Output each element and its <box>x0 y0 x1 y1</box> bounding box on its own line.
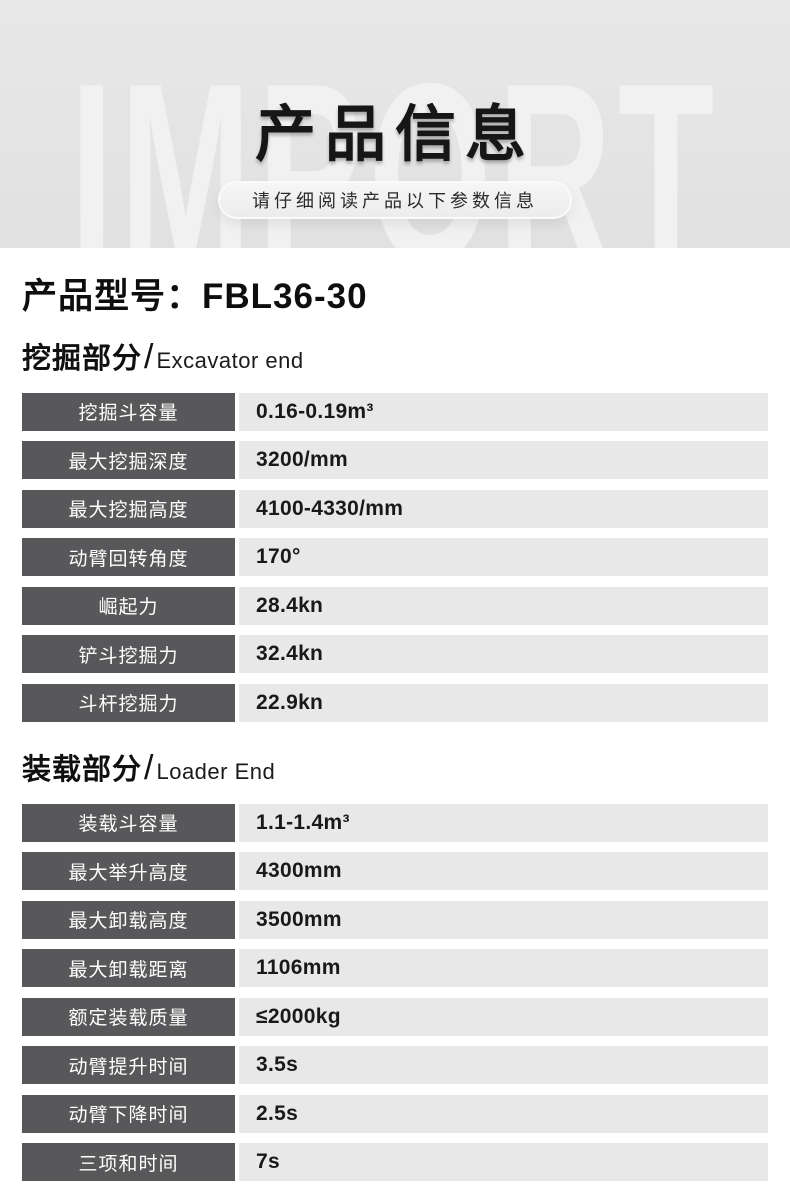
spec-value: ≤2000kg <box>239 997 768 1036</box>
section-title-en: Excavator end <box>156 347 304 373</box>
table-row: 动臂下降时间 2.5s <box>22 1094 768 1133</box>
section-loader-title: 装载部分 / Loader End <box>22 749 768 788</box>
hero-banner: IMPORT 产品信息 请仔细阅读产品以下参数信息 <box>0 0 790 248</box>
table-row: 三项和时间 7s <box>22 1143 768 1182</box>
page-title: 产品信息 <box>254 100 535 168</box>
spec-value: 3.5s <box>239 1046 768 1085</box>
spec-value: 32.4kn <box>239 635 768 674</box>
spec-label: 最大举升高度 <box>22 852 235 891</box>
table-row: 额定装载质量 ≤2000kg <box>22 997 768 1036</box>
spec-value: 4300mm <box>239 852 768 891</box>
spec-value: 170° <box>239 538 768 577</box>
spec-value: 0.16-0.19m³ <box>239 392 768 431</box>
spec-label: 挖掘斗容量 <box>22 392 235 431</box>
section-title-zh: 挖掘部分 <box>22 342 143 375</box>
section-title-en: Loader End <box>156 758 276 784</box>
spec-value: 22.9kn <box>239 683 768 722</box>
table-row: 最大举升高度 4300mm <box>22 852 768 891</box>
spec-label: 斗杆挖掘力 <box>22 683 235 722</box>
table-row: 动臂回转角度 170° <box>22 538 768 577</box>
section-excavator: 挖掘部分 / Excavator end 挖掘斗容量 0.16-0.19m³ 最… <box>22 338 768 722</box>
table-row: 最大卸载距离 1106mm <box>22 949 768 988</box>
spec-label: 三项和时间 <box>22 1143 235 1182</box>
spec-label: 最大卸载高度 <box>22 900 235 939</box>
spec-label: 铲斗挖掘力 <box>22 635 235 674</box>
table-row: 最大卸载高度 3500mm <box>22 900 768 939</box>
spec-value: 3500mm <box>239 900 768 939</box>
section-excavator-title: 挖掘部分 / Excavator end <box>22 338 768 377</box>
spec-label: 动臂提升时间 <box>22 1046 235 1085</box>
section-title-divider: / <box>144 337 154 376</box>
spec-label: 最大挖掘高度 <box>22 489 235 528</box>
table-row: 动臂提升时间 3.5s <box>22 1046 768 1085</box>
spec-value: 1106mm <box>239 949 768 988</box>
spec-table-loader: 装载斗容量 1.1-1.4m³ 最大举升高度 4300mm 最大卸载高度 350… <box>22 803 768 1182</box>
spec-value: 2.5s <box>239 1094 768 1133</box>
table-row: 最大挖掘深度 3200/mm <box>22 441 768 480</box>
spec-label: 动臂下降时间 <box>22 1094 235 1133</box>
spec-value: 1.1-1.4m³ <box>239 803 768 842</box>
spec-label: 动臂回转角度 <box>22 538 235 577</box>
spec-label: 最大挖掘深度 <box>22 441 235 480</box>
spec-value: 7s <box>239 1143 768 1182</box>
spec-value: 3200/mm <box>239 441 768 480</box>
product-model-label: 产品型号： <box>22 277 203 316</box>
table-row: 最大挖掘高度 4100-4330/mm <box>22 489 768 528</box>
table-row: 装载斗容量 1.1-1.4m³ <box>22 803 768 842</box>
content: 产品型号：FBL36-30 挖掘部分 / Excavator end 挖掘斗容量… <box>0 248 790 1182</box>
spec-value: 4100-4330/mm <box>239 489 768 528</box>
spec-label: 最大卸载距离 <box>22 949 235 988</box>
spec-label: 额定装载质量 <box>22 997 235 1036</box>
section-title-zh: 装载部分 <box>22 753 143 786</box>
spec-label: 崛起力 <box>22 586 235 625</box>
spec-table-excavator: 挖掘斗容量 0.16-0.19m³ 最大挖掘深度 3200/mm 最大挖掘高度 … <box>22 392 768 722</box>
table-row: 挖掘斗容量 0.16-0.19m³ <box>22 392 768 431</box>
table-row: 崛起力 28.4kn <box>22 586 768 625</box>
product-model-value: FBL36-30 <box>202 277 368 316</box>
product-model-line: 产品型号：FBL36-30 <box>22 277 768 317</box>
section-loader: 装载部分 / Loader End 装载斗容量 1.1-1.4m³ 最大举升高度… <box>22 749 768 1182</box>
spec-label: 装载斗容量 <box>22 803 235 842</box>
section-title-divider: / <box>144 748 154 787</box>
spec-value: 28.4kn <box>239 586 768 625</box>
table-row: 斗杆挖掘力 22.9kn <box>22 683 768 722</box>
subtitle-pill: 请仔细阅读产品以下参数信息 <box>218 181 572 219</box>
table-row: 铲斗挖掘力 32.4kn <box>22 635 768 674</box>
